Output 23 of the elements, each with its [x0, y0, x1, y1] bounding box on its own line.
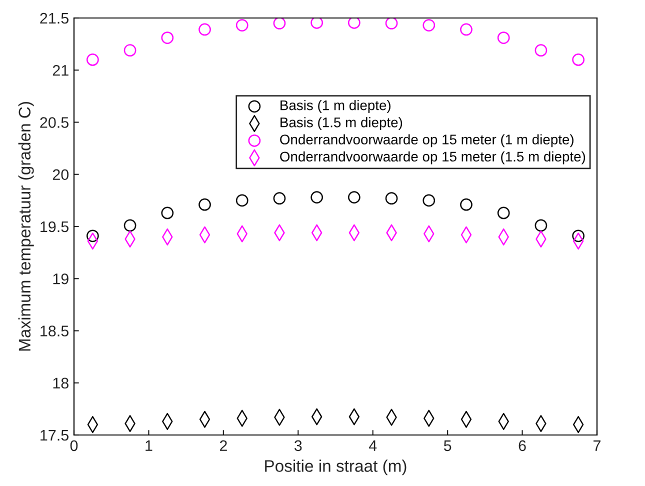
y-tick-label: 21.5 [40, 12, 68, 24]
x-tick-label: 6 [518, 440, 526, 452]
y-tick-label: 20 [52, 169, 69, 180]
x-tick-label: 1 [146, 440, 152, 451]
x-tick-label: 5 [444, 440, 452, 452]
x-tick-label: 7 [594, 440, 600, 451]
y-tick-label: 18 [53, 378, 68, 389]
x-tick-label: 0 [70, 440, 78, 452]
y-tick-label: 17.5 [40, 430, 68, 441]
legend-label: Basis (1 m diepte) [280, 100, 390, 113]
legend-label: Onderrandvoorwaarde op 15 meter (1.5 m diepte) [280, 151, 586, 164]
y-tick-label: 21 [52, 64, 68, 76]
legend-label: Onderrandvoorwaarde op 15 meter (1 m diepte) [280, 134, 574, 148]
y-tick-label: 18.5 [40, 326, 68, 336]
y-tick-label: 19.5 [40, 221, 68, 232]
x-tick-label: 2 [220, 440, 227, 451]
y-tick-label: 20.5 [40, 117, 68, 128]
x-axis-title: Positie in straat (m) [265, 460, 406, 476]
x-tick-label: 3 [294, 440, 302, 452]
y-tick-label: 19 [53, 273, 68, 284]
legend-label: Basis (1.5 m diepte) [280, 117, 402, 130]
x-tick-label: 4 [368, 440, 377, 451]
y-axis-title: Maximum temperatuur (graden C) [18, 102, 34, 351]
